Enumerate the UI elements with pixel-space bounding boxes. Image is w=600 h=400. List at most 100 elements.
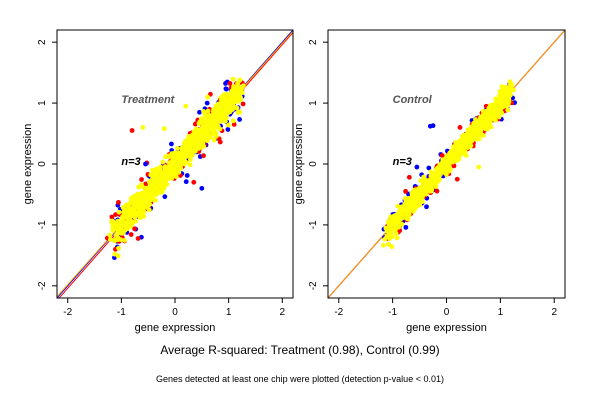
- data-point: [157, 167, 163, 172]
- data-point: [396, 224, 402, 230]
- data-point: [225, 127, 231, 132]
- data-point: [133, 204, 139, 210]
- data-point: [194, 133, 200, 139]
- data-point: [193, 126, 199, 132]
- data-point: [439, 153, 445, 158]
- data-point: [444, 155, 450, 160]
- data-point: [126, 218, 132, 224]
- data-point: [158, 181, 164, 187]
- data-point: [471, 130, 477, 135]
- data-point: [121, 209, 127, 214]
- data-point: [406, 211, 412, 217]
- x-tick-label: 2: [551, 307, 557, 318]
- r-squared-summary: Average R-squared: Treatment (0.98), Con…: [160, 343, 440, 357]
- data-point: [210, 126, 215, 132]
- detection-footnote: Genes detected at least one chip were pl…: [156, 374, 444, 384]
- data-point: [458, 145, 464, 151]
- data-point: [386, 242, 392, 247]
- panel-title: Treatment: [121, 94, 175, 106]
- data-point: [119, 220, 124, 225]
- data-point: [406, 174, 412, 180]
- point-series-2: [380, 79, 516, 250]
- data-point: [183, 153, 188, 159]
- data-point: [505, 99, 511, 105]
- outlier-point: [457, 125, 463, 130]
- data-point: [420, 186, 426, 191]
- y-tick-label: -1: [37, 220, 48, 229]
- data-point: [394, 235, 400, 241]
- data-point: [225, 105, 230, 111]
- data-point: [434, 188, 440, 194]
- data-point: [122, 227, 128, 233]
- data-point: [491, 103, 497, 109]
- data-point: [132, 197, 137, 202]
- data-point: [148, 186, 154, 191]
- data-point: [110, 219, 116, 225]
- data-point: [189, 137, 194, 143]
- data-point: [185, 146, 191, 152]
- data-point: [205, 94, 211, 100]
- control-panel: -2 -1 0 1 2 -2 -1 0 1 2 gene expression gene expres…: [293, 29, 566, 334]
- data-point: [169, 151, 175, 157]
- data-point: [128, 212, 134, 218]
- data-point: [163, 154, 169, 160]
- data-point: [429, 178, 435, 184]
- data-point: [197, 137, 202, 142]
- data-point: [226, 98, 232, 103]
- data-point: [390, 216, 396, 222]
- data-point: [505, 107, 511, 113]
- data-point: [175, 146, 180, 151]
- data-point: [192, 121, 198, 127]
- data-point: [140, 211, 146, 217]
- data-point: [457, 138, 463, 144]
- data-point: [427, 183, 433, 189]
- y-tick-label: 0: [37, 161, 48, 167]
- data-point: [112, 238, 118, 244]
- data-point: [173, 170, 179, 176]
- data-point: [215, 111, 221, 116]
- data-point: [227, 80, 233, 86]
- data-point: [219, 104, 225, 110]
- y-tick-label: 2: [308, 39, 319, 45]
- data-point: [152, 173, 158, 179]
- outlier-point: [183, 103, 189, 109]
- data-point: [406, 195, 412, 201]
- data-point: [133, 218, 138, 224]
- data-point: [399, 221, 405, 227]
- x-tick-label: -2: [334, 307, 343, 318]
- data-point: [479, 115, 485, 121]
- data-point: [132, 214, 138, 220]
- data-point: [188, 157, 193, 163]
- data-point: [473, 133, 478, 139]
- data-point: [222, 98, 228, 104]
- data-point: [436, 175, 442, 181]
- data-point: [469, 138, 475, 144]
- data-point: [161, 185, 167, 191]
- data-point: [205, 108, 211, 114]
- data-point: [423, 180, 429, 185]
- data-point: [172, 159, 178, 165]
- data-point: [237, 109, 243, 115]
- data-point: [212, 118, 217, 124]
- data-point: [448, 167, 453, 172]
- data-point: [400, 204, 406, 210]
- data-point: [201, 109, 206, 114]
- data-point: [136, 184, 142, 190]
- y-tick-label: 1: [308, 100, 319, 106]
- data-point: [126, 202, 131, 208]
- data-point: [113, 212, 118, 218]
- data-point: [234, 88, 240, 94]
- data-point: [403, 188, 408, 194]
- x-axis-label: gene expression: [135, 322, 216, 334]
- data-point: [383, 225, 389, 231]
- data-point: [507, 79, 513, 85]
- data-point: [166, 164, 172, 170]
- data-point: [231, 104, 237, 109]
- x-tick-label: 2: [279, 307, 285, 318]
- data-point: [505, 85, 511, 91]
- data-point: [181, 146, 187, 152]
- y-tick-label: 0: [308, 161, 319, 167]
- data-point: [118, 226, 123, 232]
- outlier-point: [143, 161, 148, 167]
- data-point: [188, 152, 194, 158]
